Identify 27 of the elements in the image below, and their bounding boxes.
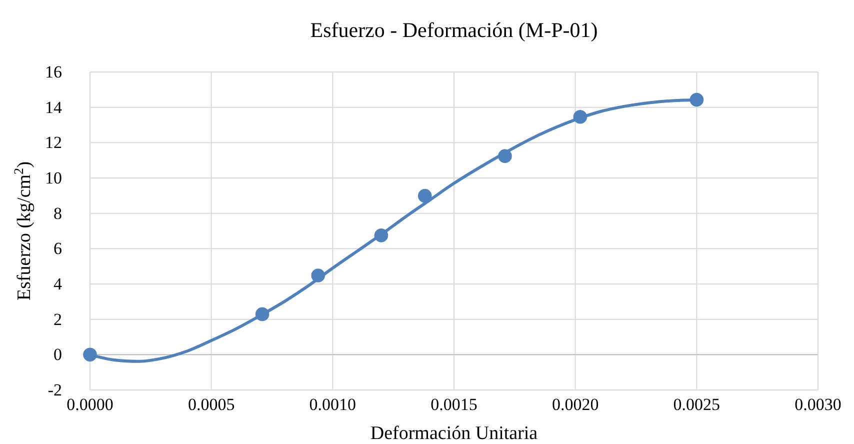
y-tick-label: 2 [54, 310, 62, 329]
chart-title: Esfuerzo - Deformación (M-P-01) [310, 18, 598, 42]
y-tick-label: 6 [54, 239, 62, 258]
x-tick-label: 0.0000 [66, 395, 114, 414]
point [498, 149, 512, 163]
point [255, 307, 270, 322]
y-tick-label: 4 [54, 274, 62, 294]
y-tick-label: 10 [45, 168, 62, 188]
y-tick-label: 12 [45, 133, 62, 152]
x-tick-label: 0.0020 [552, 395, 599, 414]
y-tick-label: -2 [48, 380, 62, 400]
point [418, 188, 432, 203]
y-tick-label: 0 [54, 345, 62, 364]
y-tick-label: 8 [54, 204, 62, 223]
point [573, 110, 588, 124]
y-tick-label: 14 [45, 98, 62, 117]
y-tick-label: 16 [45, 62, 62, 82]
x-tick-label: 0.0010 [309, 395, 356, 414]
point [374, 228, 388, 242]
point [690, 92, 704, 107]
x-tick-label: 0.0025 [673, 395, 720, 414]
x-tick-label: 0.0005 [188, 395, 235, 414]
x-tick-label: 0.0030 [794, 395, 842, 414]
x-axis-title: Deformación Unitaria [370, 423, 538, 444]
point [311, 268, 326, 282]
point [83, 348, 97, 362]
x-tick-label: 0.0015 [430, 395, 478, 414]
